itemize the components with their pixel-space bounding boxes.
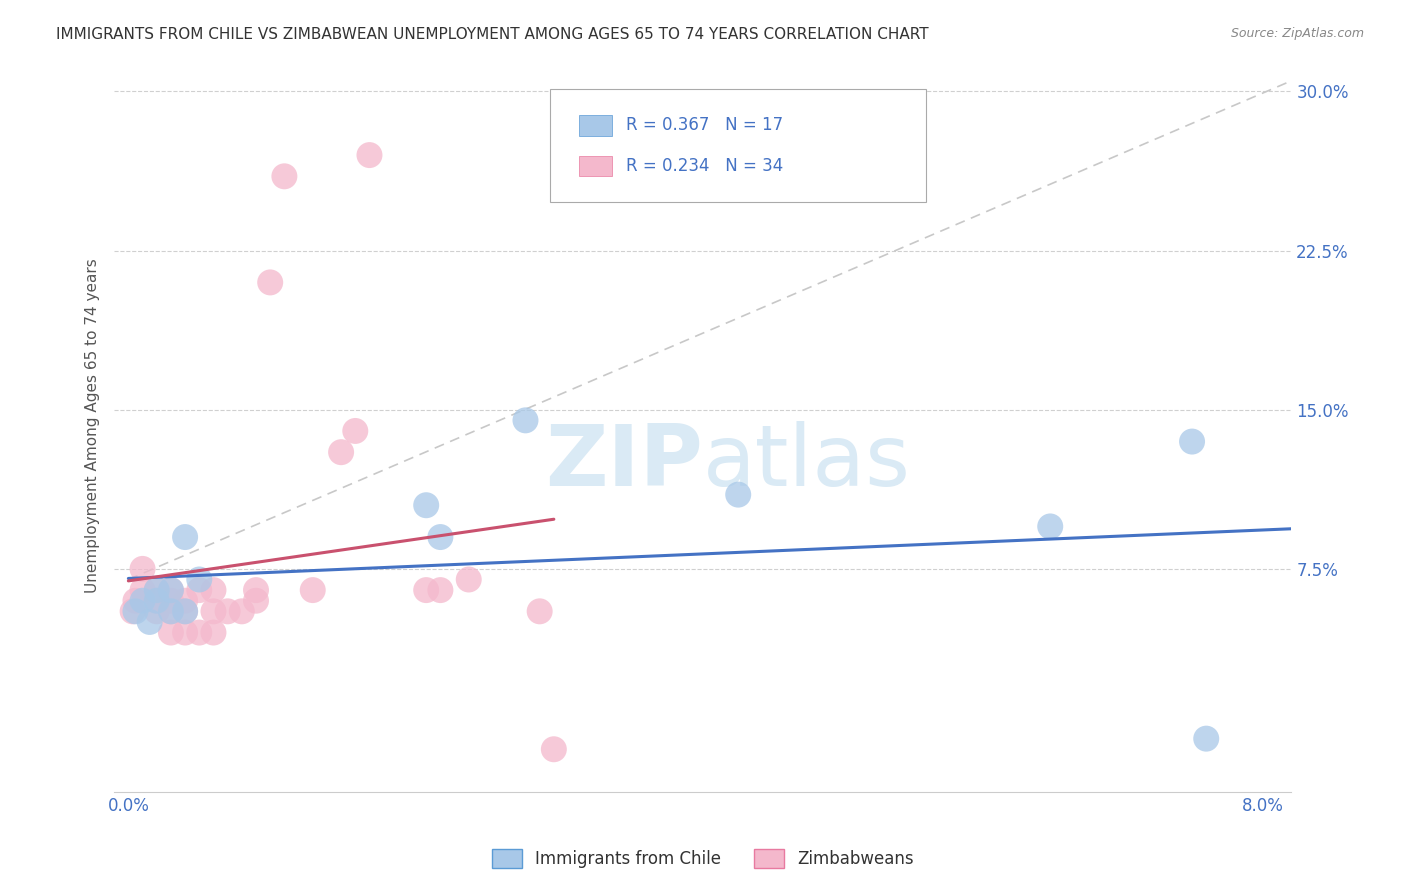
- Point: [145, 583, 167, 598]
- Point: [359, 148, 381, 162]
- Point: [415, 498, 437, 512]
- Point: [245, 583, 267, 598]
- Text: atlas: atlas: [703, 421, 911, 504]
- Point: [174, 604, 197, 618]
- Point: [344, 424, 367, 438]
- Point: [515, 413, 537, 427]
- Point: [160, 625, 183, 640]
- Point: [145, 583, 167, 598]
- Point: [429, 530, 451, 544]
- Point: [131, 562, 153, 576]
- Point: [202, 583, 225, 598]
- Text: IMMIGRANTS FROM CHILE VS ZIMBABWEAN UNEMPLOYMENT AMONG AGES 65 TO 74 YEARS CORRE: IMMIGRANTS FROM CHILE VS ZIMBABWEAN UNEM…: [56, 27, 929, 42]
- Point: [231, 604, 253, 618]
- Point: [160, 583, 183, 598]
- Point: [259, 276, 281, 290]
- FancyBboxPatch shape: [579, 115, 612, 136]
- Point: [174, 593, 197, 607]
- Point: [174, 604, 197, 618]
- Point: [543, 742, 565, 756]
- Point: [160, 583, 183, 598]
- Point: [138, 615, 160, 629]
- Point: [160, 604, 183, 618]
- Point: [202, 604, 225, 618]
- Point: [457, 573, 479, 587]
- Point: [202, 625, 225, 640]
- Point: [415, 583, 437, 598]
- Point: [124, 593, 146, 607]
- Point: [160, 604, 183, 618]
- Point: [174, 625, 197, 640]
- Y-axis label: Unemployment Among Ages 65 to 74 years: Unemployment Among Ages 65 to 74 years: [86, 259, 100, 593]
- Text: R = 0.234   N = 34: R = 0.234 N = 34: [626, 157, 783, 175]
- Point: [174, 530, 197, 544]
- Point: [301, 583, 323, 598]
- Point: [273, 169, 295, 184]
- Point: [160, 593, 183, 607]
- Point: [1181, 434, 1204, 449]
- Point: [217, 604, 239, 618]
- Text: ZIP: ZIP: [546, 421, 703, 504]
- Point: [1039, 519, 1062, 533]
- Text: Source: ZipAtlas.com: Source: ZipAtlas.com: [1230, 27, 1364, 40]
- Point: [131, 583, 153, 598]
- FancyBboxPatch shape: [579, 155, 612, 176]
- Point: [429, 583, 451, 598]
- Point: [131, 593, 153, 607]
- Text: R = 0.367   N = 17: R = 0.367 N = 17: [626, 117, 783, 135]
- Point: [124, 604, 146, 618]
- Point: [145, 604, 167, 618]
- Point: [727, 488, 749, 502]
- Point: [145, 593, 167, 607]
- Point: [188, 573, 211, 587]
- FancyBboxPatch shape: [550, 89, 927, 202]
- Point: [121, 604, 143, 618]
- Point: [245, 593, 267, 607]
- Point: [1195, 731, 1218, 746]
- Legend: Immigrants from Chile, Zimbabweans: Immigrants from Chile, Zimbabweans: [485, 842, 921, 875]
- Point: [330, 445, 353, 459]
- Point: [188, 583, 211, 598]
- Point: [529, 604, 551, 618]
- Point: [145, 593, 167, 607]
- Point: [188, 625, 211, 640]
